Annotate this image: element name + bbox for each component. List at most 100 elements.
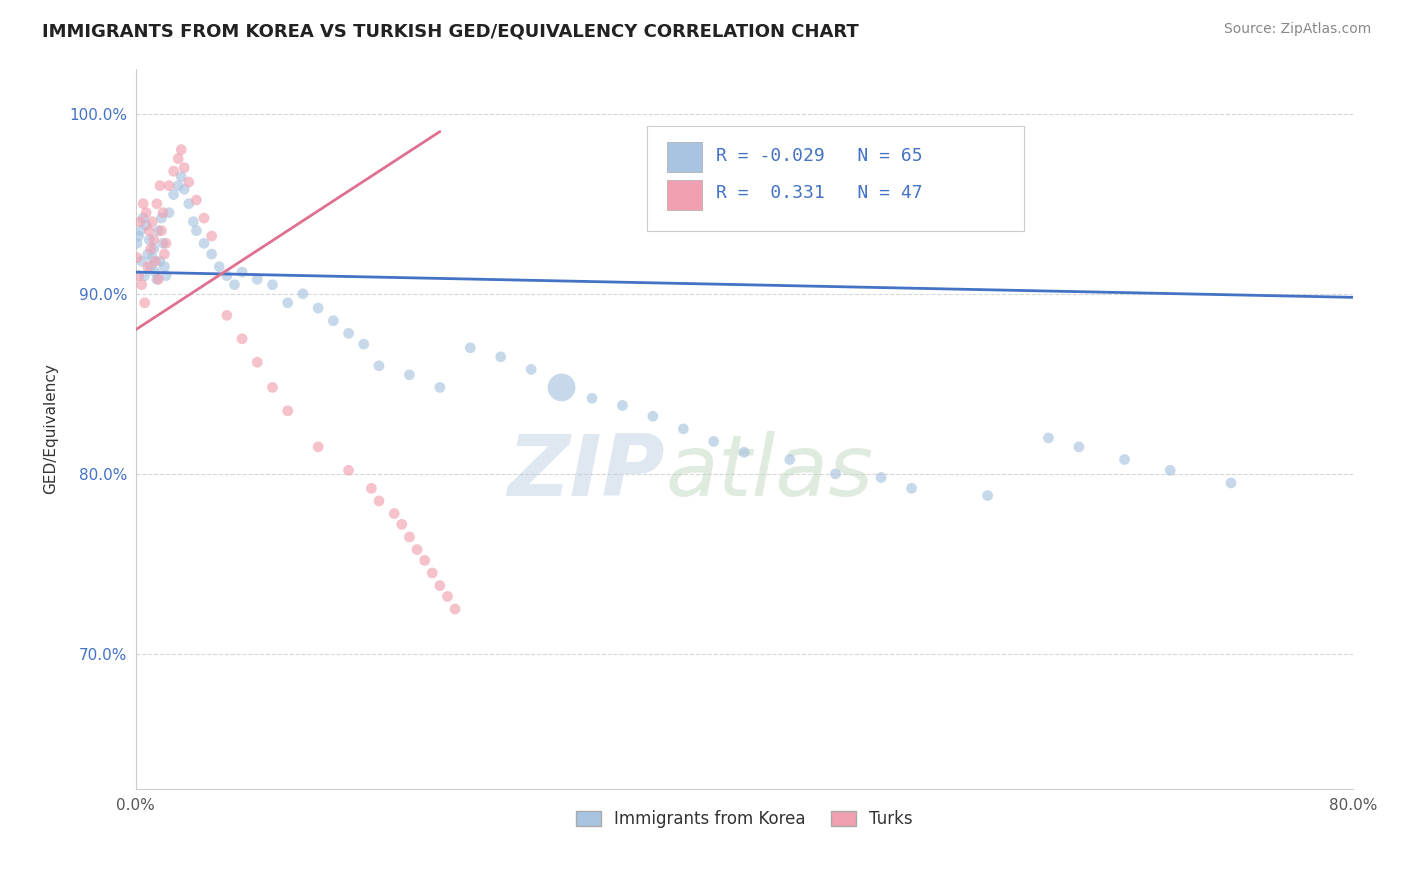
Point xyxy=(368,359,391,373)
Point xyxy=(153,247,176,261)
Point xyxy=(157,205,180,219)
Point xyxy=(127,251,149,265)
Point xyxy=(444,602,467,616)
Point xyxy=(231,265,253,279)
Legend: Immigrants from Korea, Turks: Immigrants from Korea, Turks xyxy=(569,804,920,835)
Point xyxy=(134,268,156,283)
Point xyxy=(146,196,169,211)
Point xyxy=(135,219,157,233)
Point xyxy=(429,380,451,394)
Point xyxy=(703,434,725,449)
Point xyxy=(167,152,190,166)
Point xyxy=(420,566,443,580)
Point xyxy=(262,380,284,394)
Point xyxy=(201,247,224,261)
Point xyxy=(429,579,451,593)
Point xyxy=(148,272,170,286)
Point xyxy=(382,507,405,521)
Point xyxy=(143,265,166,279)
Text: R =  0.331   N = 47: R = 0.331 N = 47 xyxy=(716,185,922,202)
Point xyxy=(162,187,184,202)
Point xyxy=(779,452,801,467)
Point xyxy=(231,332,253,346)
Y-axis label: GED/Equivalency: GED/Equivalency xyxy=(44,363,58,494)
Point xyxy=(170,143,193,157)
Point xyxy=(136,247,159,261)
Point xyxy=(186,224,208,238)
Point xyxy=(141,251,163,265)
Text: ZIP: ZIP xyxy=(508,431,665,514)
Point xyxy=(129,224,152,238)
Point xyxy=(186,193,208,207)
Point xyxy=(215,268,238,283)
Point xyxy=(224,277,246,292)
Point xyxy=(193,211,215,225)
Point xyxy=(155,236,177,251)
Point xyxy=(177,196,200,211)
Point xyxy=(183,215,205,229)
Point xyxy=(152,205,174,219)
Point xyxy=(581,391,603,405)
Point xyxy=(900,481,922,495)
Point xyxy=(136,260,159,274)
Point xyxy=(672,422,695,436)
Point xyxy=(135,205,157,219)
Point xyxy=(398,530,420,544)
Point xyxy=(142,233,165,247)
Point xyxy=(150,224,173,238)
Point xyxy=(149,178,172,193)
Point xyxy=(127,236,149,251)
Point xyxy=(131,254,153,268)
Point xyxy=(824,467,846,481)
Point xyxy=(307,440,329,454)
Point xyxy=(148,224,170,238)
Point xyxy=(201,229,224,244)
Point xyxy=(413,553,436,567)
Point xyxy=(641,409,664,424)
Point xyxy=(173,182,195,196)
Point xyxy=(337,326,360,341)
Point xyxy=(193,236,215,251)
Point xyxy=(138,233,160,247)
Point xyxy=(406,542,429,557)
Point xyxy=(1220,475,1243,490)
Point xyxy=(246,355,269,369)
Point xyxy=(150,211,173,225)
Point xyxy=(128,268,150,283)
Point xyxy=(368,494,391,508)
Point xyxy=(143,254,166,268)
Point xyxy=(139,242,162,256)
Point xyxy=(128,229,150,244)
Point xyxy=(458,341,481,355)
Point xyxy=(307,301,329,315)
Point xyxy=(398,368,420,382)
Text: IMMIGRANTS FROM KOREA VS TURKISH GED/EQUIVALENCY CORRELATION CHART: IMMIGRANTS FROM KOREA VS TURKISH GED/EQU… xyxy=(42,22,859,40)
Bar xyxy=(668,179,702,210)
Point xyxy=(208,260,231,274)
Point xyxy=(138,224,160,238)
Point xyxy=(262,277,284,292)
Point xyxy=(139,260,162,274)
Point xyxy=(353,337,375,351)
Point xyxy=(146,272,169,286)
FancyBboxPatch shape xyxy=(647,126,1024,231)
Point xyxy=(167,178,190,193)
Point xyxy=(436,590,458,604)
Point xyxy=(134,295,156,310)
Point xyxy=(291,286,314,301)
Point xyxy=(131,277,153,292)
Point xyxy=(550,380,572,394)
Point xyxy=(1067,440,1090,454)
Point xyxy=(132,211,155,225)
Point xyxy=(322,314,344,328)
Point xyxy=(152,236,174,251)
Point xyxy=(1114,452,1136,467)
Point xyxy=(520,362,543,376)
Point xyxy=(142,242,165,256)
Point xyxy=(177,175,200,189)
Point xyxy=(391,517,413,532)
Point xyxy=(170,169,193,184)
Point xyxy=(162,164,184,178)
Point xyxy=(215,309,238,323)
Point xyxy=(173,161,195,175)
